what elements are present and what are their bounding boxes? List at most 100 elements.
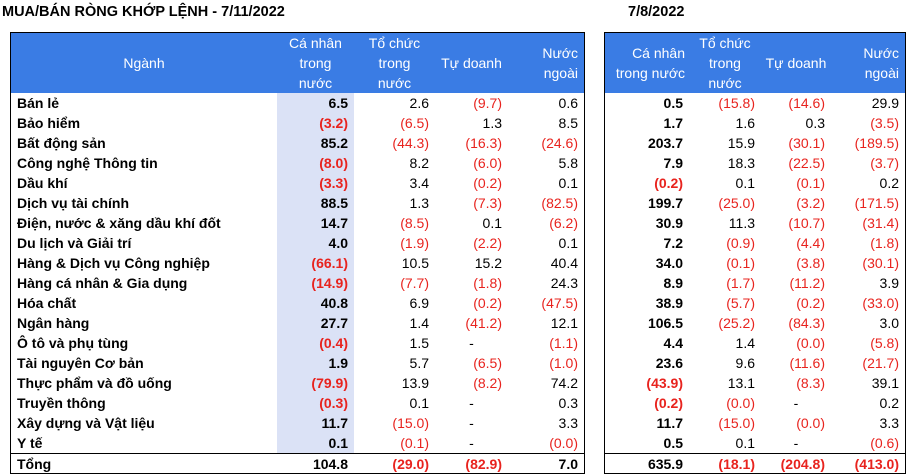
total-row: Tổng 104.8 (29.0) (82.9) 7.0 bbox=[11, 454, 584, 474]
cell-proprietary: (30.1) bbox=[788, 135, 825, 151]
cell-proprietary: (2.2) bbox=[473, 235, 502, 251]
cell-individual: (8.0) bbox=[319, 155, 348, 171]
cell-individual: 7.9 bbox=[663, 155, 683, 171]
header-institution-line: Tổ chức bbox=[699, 35, 751, 51]
cell-foreign: (82.5) bbox=[541, 195, 578, 211]
cell-foreign: 29.9 bbox=[871, 95, 899, 111]
cell-individual: 38.9 bbox=[655, 295, 683, 311]
sector-name: Hóa chất bbox=[17, 295, 77, 311]
table-row: 38.9 (5.7) (0.2) (33.0) bbox=[605, 293, 905, 313]
cell-institution: 13.9 bbox=[401, 375, 429, 391]
cell-proprietary: (7.3) bbox=[473, 195, 502, 211]
header-foreign-line: ngoài bbox=[543, 65, 578, 81]
table-row: 199.7 (25.0) (3.2) (171.5) bbox=[605, 193, 905, 213]
cell-foreign: 0.1 bbox=[558, 235, 578, 251]
cell-institution: 9.6 bbox=[735, 355, 755, 371]
net-trading-table-current: Ngành Cá nhân trong nước Tổ chức trong nước Tự … bbox=[10, 32, 585, 474]
header-proprietary-line: Tự doanh bbox=[765, 55, 827, 71]
table-header: Ngành Cá nhân trong nước Tổ chức trong nước Tự … bbox=[11, 33, 584, 93]
table-row: Bất động sản 85.2 (44.3) (16.3) (24.6) bbox=[11, 133, 584, 153]
table-row: 11.7 (15.0) (0.0) 3.3 bbox=[605, 413, 905, 433]
total-separator bbox=[605, 453, 905, 454]
table-header: Cá nhân trong nước Tổ chức trong nước Tự doan… bbox=[605, 33, 905, 93]
table-row: 7.2 (0.9) (4.4) (1.8) bbox=[605, 233, 905, 253]
cell-institution: 1.3 bbox=[409, 195, 429, 211]
header-sector-label: Ngành bbox=[123, 55, 165, 71]
header-institution-line: nước bbox=[708, 75, 742, 91]
cell-foreign: 3.9 bbox=[879, 275, 899, 291]
cell-individual: 8.9 bbox=[663, 275, 683, 291]
table-row: (43.9) 13.1 (8.3) 39.1 bbox=[605, 373, 905, 393]
cell-individual: 0.5 bbox=[663, 95, 683, 111]
sector-name: Truyền thông bbox=[17, 395, 106, 411]
header-individual-line: nước bbox=[298, 75, 333, 91]
sector-name: Hàng cá nhân & Gia dụng bbox=[17, 275, 188, 291]
highlight-column bbox=[277, 93, 354, 453]
table-row: Dầu khí (3.3) 3.4 (0.2) 0.1 bbox=[11, 173, 584, 193]
header-proprietary-line: Tự doanh bbox=[441, 55, 502, 71]
net-trading-table-previous: Cá nhân trong nước Tổ chức trong nước Tự doan… bbox=[604, 32, 906, 474]
cell-proprietary: (11.2) bbox=[789, 275, 825, 291]
cell-proprietary: - bbox=[793, 435, 799, 451]
table-row: Hàng cá nhân & Gia dụng (14.9) (7.7) (1.8) 2… bbox=[11, 273, 584, 293]
table-row: Dịch vụ tài chính 88.5 1.3 (7.3) (82.5) bbox=[11, 193, 584, 213]
sector-name: Dịch vụ tài chính bbox=[17, 195, 130, 211]
sector-name: Ô tô và phụ tùng bbox=[17, 335, 129, 351]
cell-institution: (0.1) bbox=[400, 435, 429, 451]
cell-individual: 11.7 bbox=[321, 415, 348, 431]
cell-foreign: 8.5 bbox=[558, 115, 578, 131]
header-individual-line: Cá nhân bbox=[289, 35, 342, 51]
cell-individual: 6.5 bbox=[328, 95, 348, 111]
cell-institution: (15.0) bbox=[718, 415, 755, 431]
table-row: (0.2) 0.1 (0.1) 0.2 bbox=[605, 173, 905, 193]
cell-institution: 0.1 bbox=[735, 175, 755, 191]
cell-foreign: (3.7) bbox=[870, 155, 899, 171]
cell-foreign: 0.2 bbox=[879, 175, 899, 191]
sector-name: Hàng & Dịch vụ Công nghiệp bbox=[17, 255, 210, 271]
cell-institution: (15.8) bbox=[718, 95, 755, 111]
cell-proprietary: - bbox=[469, 415, 474, 431]
cell-foreign: (413.0) bbox=[854, 456, 899, 472]
header-individual-line: trong bbox=[299, 55, 332, 71]
header-institution-line: trong bbox=[378, 55, 411, 71]
cell-institution: (0.9) bbox=[726, 235, 755, 251]
table-row: Ngân hàng 27.7 1.4 (41.2) 12.1 bbox=[11, 313, 584, 333]
cell-proprietary: 0.3 bbox=[805, 115, 825, 131]
cell-proprietary: (16.3) bbox=[465, 135, 502, 151]
cell-foreign: 39.1 bbox=[871, 375, 899, 391]
header-proprietary: Tự doanh bbox=[761, 33, 831, 93]
cell-individual: 203.7 bbox=[647, 135, 683, 151]
table-row: Điện, nước & xăng dầu khí đốt 14.7 (8.5) 0.… bbox=[11, 213, 584, 233]
cell-institution: (8.5) bbox=[400, 215, 429, 231]
cell-proprietary: (3.2) bbox=[796, 195, 825, 211]
header-foreign: Nước ngoài bbox=[831, 33, 905, 93]
cell-foreign: 3.3 bbox=[558, 415, 578, 431]
cell-individual: 23.6 bbox=[655, 355, 683, 371]
header-institution-line: nước bbox=[377, 75, 412, 91]
cell-foreign: (24.6) bbox=[541, 135, 578, 151]
cell-foreign: (1.1) bbox=[549, 335, 578, 351]
table-row: Du lịch và Giải trí 4.0 (1.9) (2.2) 0.1 bbox=[11, 233, 584, 253]
cell-foreign: (5.8) bbox=[870, 335, 899, 351]
report-title: MUA/BÁN RÒNG KHỚP LỆNH - 7/11/2022 bbox=[2, 4, 285, 20]
cell-proprietary: (3.8) bbox=[796, 255, 825, 271]
header-sector: Ngành bbox=[11, 33, 277, 93]
cell-individual: 4.0 bbox=[328, 235, 348, 251]
cell-individual: 85.2 bbox=[320, 135, 348, 151]
cell-individual: (0.4) bbox=[319, 335, 348, 351]
cell-institution: (25.2) bbox=[718, 315, 755, 331]
cell-foreign: 0.1 bbox=[558, 175, 578, 191]
cell-proprietary: (11.6) bbox=[789, 355, 825, 371]
cell-individual: 30.9 bbox=[655, 215, 683, 231]
cell-institution: 5.7 bbox=[409, 355, 429, 371]
cell-institution: (0.1) bbox=[726, 255, 755, 271]
cell-proprietary: (0.0) bbox=[796, 335, 825, 351]
cell-proprietary: - bbox=[469, 395, 474, 411]
cell-individual: (0.3) bbox=[319, 395, 348, 411]
sector-name: Xây dựng và Vật liệu bbox=[17, 415, 155, 431]
sector-name: Công nghệ Thông tin bbox=[17, 155, 158, 171]
cell-institution: 8.2 bbox=[409, 155, 429, 171]
cell-institution: 2.6 bbox=[409, 95, 429, 111]
cell-proprietary: 1.3 bbox=[482, 115, 502, 131]
table-row: Y tế 0.1 (0.1) - (0.0) bbox=[11, 433, 584, 453]
